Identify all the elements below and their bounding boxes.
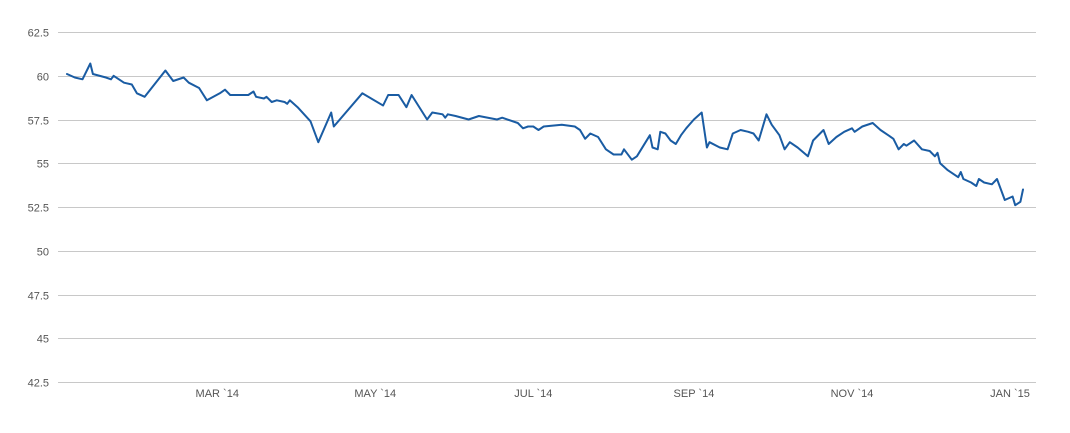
- series-line: [66, 62, 1024, 207]
- x-tick-label: MAR `14: [196, 388, 239, 400]
- y-tick-label: 45: [37, 334, 49, 346]
- x-axis: MAR `14 MAY `14 JUL `14 SEP `14 NOV `14 JAN `…: [196, 388, 1030, 400]
- y-tick-label: 50: [37, 247, 49, 259]
- x-tick-label: NOV `14: [831, 388, 874, 400]
- y-tick-label: 52.5: [28, 203, 49, 215]
- x-tick-label: SEP `14: [674, 388, 715, 400]
- y-tick-label: 55: [37, 159, 49, 171]
- x-tick-label: MAY `14: [354, 388, 396, 400]
- y-tick-label: 57.5: [28, 116, 49, 128]
- y-tick-label: 62.5: [28, 28, 49, 40]
- y-tick-label: 42.5: [28, 378, 49, 390]
- x-tick-label: JUL `14: [514, 388, 552, 400]
- series: [66, 62, 1024, 207]
- x-tick-label: JAN `15: [990, 388, 1030, 400]
- y-axis: 42.5 45 47.5 50 52.5 55 57.5 60 62.5: [28, 28, 49, 390]
- grid: [58, 32, 1036, 383]
- y-tick-label: 60: [37, 72, 49, 84]
- y-tick-label: 47.5: [28, 291, 49, 303]
